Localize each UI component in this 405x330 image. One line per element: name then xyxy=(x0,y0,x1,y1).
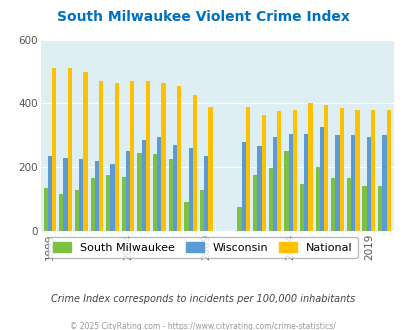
Bar xyxy=(63,158,68,231)
Bar xyxy=(288,134,292,231)
Text: © 2025 CityRating.com - https://www.cityrating.com/crime-statistics/: © 2025 CityRating.com - https://www.city… xyxy=(70,322,335,330)
Bar xyxy=(386,110,390,231)
Bar xyxy=(161,82,165,231)
Bar xyxy=(335,135,339,231)
Bar xyxy=(237,207,241,231)
Bar xyxy=(252,175,257,231)
Bar xyxy=(204,156,208,231)
Bar xyxy=(362,186,366,231)
Bar xyxy=(277,112,281,231)
Bar xyxy=(157,137,161,231)
Bar xyxy=(303,134,308,231)
Bar xyxy=(90,178,94,231)
Bar xyxy=(48,156,52,231)
Bar xyxy=(114,82,119,231)
Bar xyxy=(323,105,328,231)
Bar xyxy=(122,177,126,231)
Bar xyxy=(199,189,204,231)
Bar xyxy=(292,110,296,231)
Bar xyxy=(354,110,359,231)
Bar xyxy=(52,68,56,231)
Bar xyxy=(141,140,145,231)
Bar xyxy=(366,137,370,231)
Bar xyxy=(99,81,103,231)
Bar xyxy=(330,178,335,231)
Bar xyxy=(137,153,141,231)
Bar xyxy=(370,110,374,231)
Bar xyxy=(299,184,303,231)
Bar xyxy=(192,95,196,231)
Bar xyxy=(83,72,87,231)
Bar xyxy=(188,148,192,231)
Bar xyxy=(75,189,79,231)
Bar xyxy=(184,202,188,231)
Bar xyxy=(79,159,83,231)
Text: Crime Index corresponds to incidents per 100,000 inhabitants: Crime Index corresponds to incidents per… xyxy=(51,294,354,304)
Bar xyxy=(68,68,72,231)
Bar xyxy=(284,151,288,231)
Bar xyxy=(257,147,261,231)
Bar xyxy=(106,175,110,231)
Bar xyxy=(145,81,150,231)
Bar xyxy=(315,167,319,231)
Bar xyxy=(59,194,63,231)
Bar xyxy=(261,115,265,231)
Bar xyxy=(44,188,48,231)
Bar xyxy=(168,159,173,231)
Bar xyxy=(241,142,245,231)
Bar xyxy=(126,151,130,231)
Bar xyxy=(339,108,343,231)
Bar xyxy=(350,135,354,231)
Bar xyxy=(346,178,350,231)
Bar xyxy=(377,186,382,231)
Bar xyxy=(268,168,272,231)
Bar xyxy=(382,135,386,231)
Bar xyxy=(245,107,249,231)
Bar xyxy=(319,127,323,231)
Bar xyxy=(110,164,114,231)
Bar xyxy=(153,154,157,231)
Bar xyxy=(173,145,177,231)
Bar xyxy=(208,107,212,231)
Bar xyxy=(94,161,99,231)
Bar xyxy=(177,86,181,231)
Bar xyxy=(308,103,312,231)
Legend: South Milwaukee, Wisconsin, National: South Milwaukee, Wisconsin, National xyxy=(48,237,357,258)
Text: South Milwaukee Violent Crime Index: South Milwaukee Violent Crime Index xyxy=(56,10,349,24)
Bar xyxy=(272,137,277,231)
Bar xyxy=(130,81,134,231)
